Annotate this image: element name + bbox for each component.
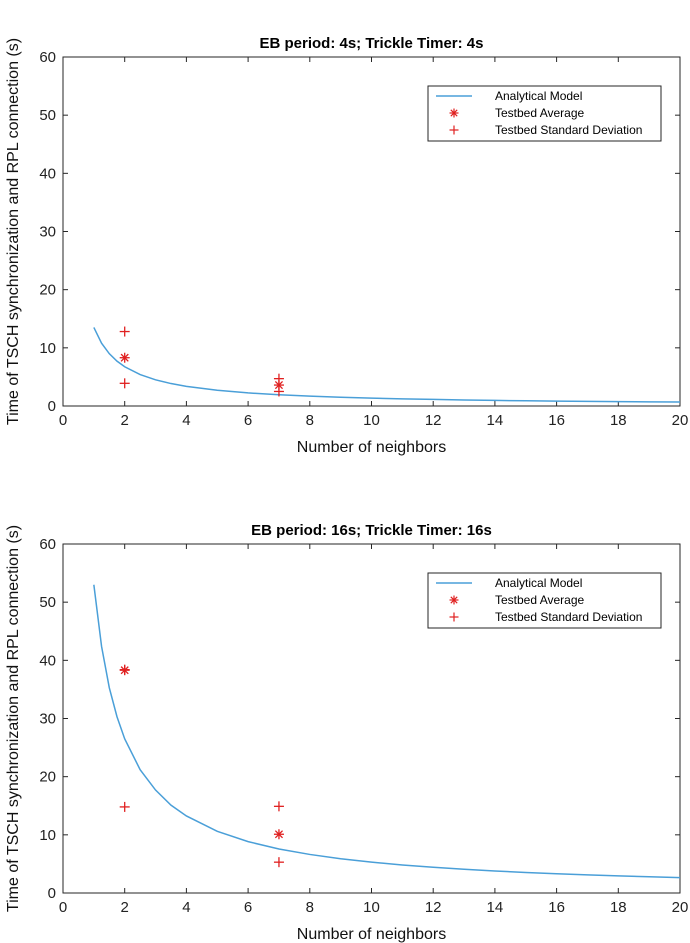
y-tick-label: 40 [39, 165, 56, 182]
x-tick-label: 0 [59, 412, 67, 429]
std-dev-point [119, 326, 130, 337]
chart-title: EB period: 16s; Trickle Timer: 16s [251, 522, 492, 539]
std-dev-point [273, 857, 284, 868]
x-tick-label: 10 [363, 412, 380, 429]
legend-label: Testbed Average [495, 593, 585, 607]
legend-asterisk-swatch [449, 595, 459, 605]
legend-plus-swatch [449, 612, 459, 622]
x-tick-label: 2 [121, 899, 129, 916]
x-tick-label: 2 [121, 412, 129, 429]
y-tick-label: 0 [48, 885, 56, 902]
std-dev-point [119, 378, 130, 389]
chart-title: EB period: 4s; Trickle Timer: 4s [260, 35, 484, 52]
x-tick-label: 16 [548, 412, 565, 429]
y-tick-label: 20 [39, 769, 56, 786]
x-tick-label: 18 [610, 412, 627, 429]
x-tick-label: 8 [306, 412, 314, 429]
legend-label: Testbed Average [495, 106, 585, 120]
legend-box [427, 85, 662, 142]
x-tick-label: 12 [425, 899, 442, 916]
x-axis-label: Number of neighbors [297, 439, 446, 456]
y-tick-label: 10 [39, 340, 56, 357]
x-tick-label: 10 [363, 899, 380, 916]
y-tick-label: 0 [48, 398, 56, 415]
legend-asterisk-swatch [449, 108, 459, 118]
x-tick-label: 12 [425, 412, 442, 429]
x-tick-label: 14 [487, 899, 504, 916]
x-tick-label: 20 [672, 412, 689, 429]
x-tick-label: 16 [548, 899, 565, 916]
y-tick-label: 50 [39, 107, 56, 124]
average-point [119, 352, 130, 363]
x-tick-label: 14 [487, 412, 504, 429]
legend-plus-swatch [449, 125, 459, 135]
std-dev-point [273, 373, 284, 384]
x-tick-label: 0 [59, 899, 67, 916]
average-point [273, 829, 284, 840]
y-tick-label: 40 [39, 652, 56, 669]
x-tick-label: 8 [306, 899, 314, 916]
std-dev-point [273, 386, 284, 397]
chart-2: EB period: 16s; Trickle Timer: 16s 0 2 4 6 8 1… [5, 522, 688, 943]
y-tick-label: 50 [39, 594, 56, 611]
std-dev-point [119, 664, 130, 675]
y-tick-label: 60 [39, 49, 56, 66]
y-tick-label: 30 [39, 224, 56, 241]
x-tick-label: 6 [244, 412, 252, 429]
x-axis-label: Number of neighbors [297, 926, 446, 943]
series-line-analytical-model [93, 327, 681, 403]
y-tick-label: 30 [39, 711, 56, 728]
x-tick-label: 4 [182, 899, 190, 916]
legend-label: Testbed Standard Deviation [495, 610, 642, 624]
std-dev-point [273, 801, 284, 812]
y-tick-label: 10 [39, 827, 56, 844]
y-axis-label: Time of TSCH synchronization and RPL con… [5, 38, 22, 425]
std-dev-point [119, 801, 130, 812]
legend: Analytical Model Testbed Average Testbed S… [427, 572, 662, 629]
legend-label: Analytical Model [495, 89, 582, 103]
legend-box [427, 572, 662, 629]
legend: Analytical Model Testbed Average Testbed S… [427, 85, 662, 142]
legend-label: Analytical Model [495, 576, 582, 590]
y-tick-label: 60 [39, 536, 56, 553]
y-tick-label: 20 [39, 282, 56, 299]
chart-1: EB period: 4s; Trickle Timer: 4s 0 2 4 6 8 10 1… [5, 35, 688, 456]
legend-label: Testbed Standard Deviation [495, 123, 642, 137]
x-tick-label: 20 [672, 899, 689, 916]
series-line-analytical-model [93, 584, 681, 879]
x-tick-label: 4 [182, 412, 190, 429]
y-axis-label: Time of TSCH synchronization and RPL con… [5, 525, 22, 912]
x-tick-label: 6 [244, 899, 252, 916]
x-tick-label: 18 [610, 899, 627, 916]
